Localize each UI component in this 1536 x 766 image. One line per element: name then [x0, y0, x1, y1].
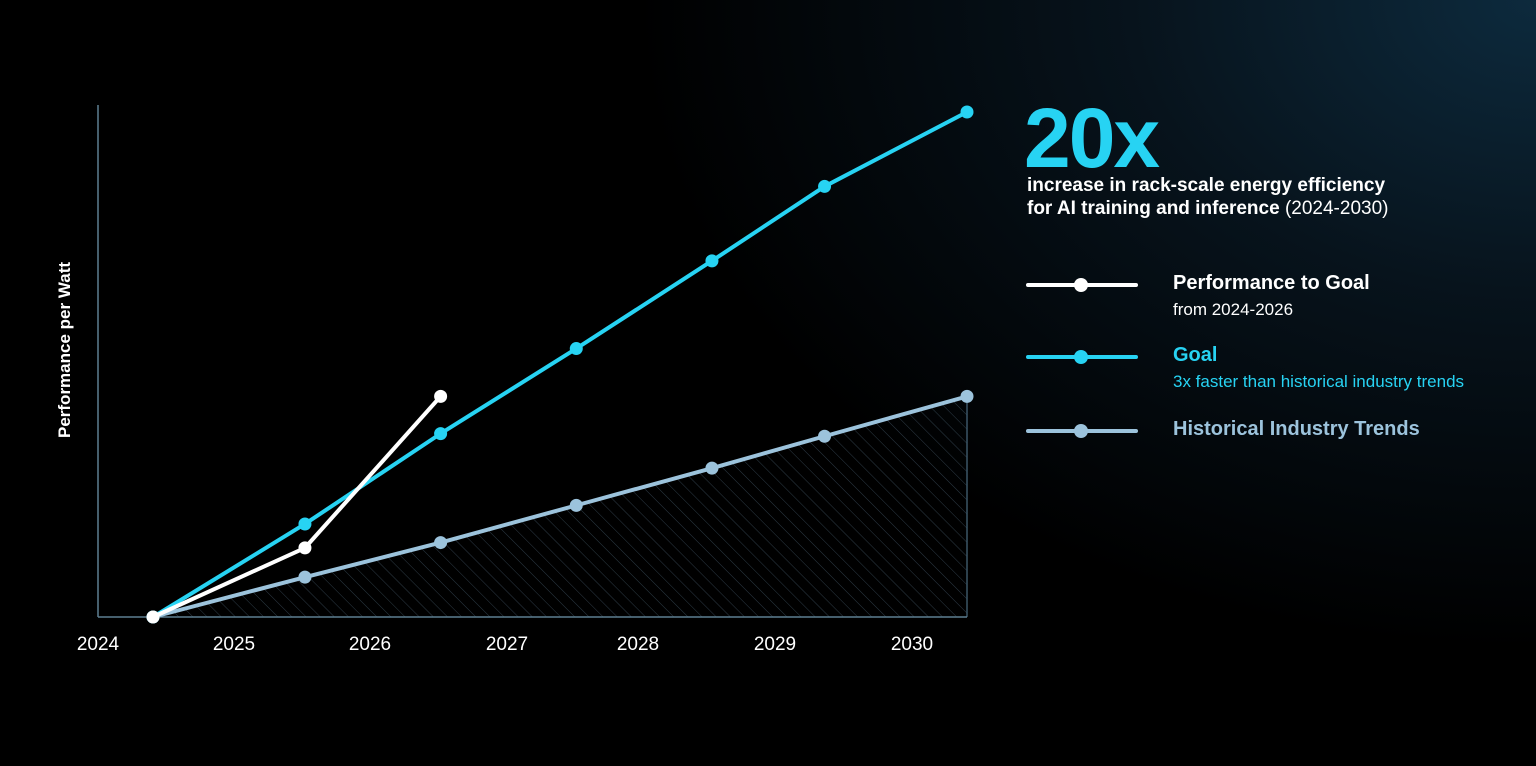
legend-name-historical-industry-trends: Historical Industry Trends	[1173, 418, 1420, 440]
legend-marker-goal	[1074, 350, 1088, 364]
legend-desc-performance-to-goal: from 2024-2026	[1173, 300, 1294, 319]
x-tick-label-2030: 2030	[891, 634, 933, 655]
data-point-performance-to-goal-2	[434, 389, 448, 403]
headline-line-1: increase in rack-scale energy efficiency	[1027, 175, 1386, 196]
data-point-goal-6	[960, 105, 974, 119]
legend-marker-historical-industry-trends	[1074, 424, 1088, 438]
legend-swatch-performance-to-goal	[1026, 278, 1138, 292]
data-point-historical-industry-trends-2	[434, 536, 448, 550]
headline-line-2-range: (2024-2030)	[1279, 198, 1389, 219]
legend-swatch-goal	[1026, 350, 1138, 364]
data-point-performance-to-goal-1	[298, 541, 312, 555]
data-point-goal-5	[818, 179, 832, 193]
x-tick-label-2029: 2029	[754, 634, 796, 655]
data-point-goal-1	[298, 517, 312, 531]
legend-name-goal: Goal	[1173, 344, 1218, 366]
legend-name-performance-to-goal: Performance to Goal	[1173, 272, 1370, 294]
legend-swatch-historical-industry-trends	[1026, 424, 1138, 438]
x-tick-label-2028: 2028	[617, 634, 659, 655]
data-point-performance-to-goal-0	[146, 610, 160, 624]
y-axis-label: Performance per Watt	[55, 261, 74, 439]
historical-trend-hatch	[153, 396, 967, 617]
legend-marker-performance-to-goal	[1074, 278, 1088, 292]
data-point-goal-3	[569, 342, 583, 356]
x-tick-label-2025: 2025	[213, 634, 255, 655]
x-tick-labels: 2024 2025 2026 2027 2028 2029 2030	[77, 634, 933, 655]
data-point-historical-industry-trends-1	[298, 570, 312, 584]
data-point-historical-industry-trends-3	[569, 498, 583, 512]
x-tick-label-2024: 2024	[77, 634, 120, 655]
data-point-goal-2	[434, 427, 448, 441]
data-point-goal-4	[705, 254, 719, 268]
headline-line-2: for AI training and inference (2024-2030…	[1027, 197, 1497, 220]
headline-line-2-bold: for AI training and inference	[1027, 198, 1280, 219]
chart-axes	[97, 105, 967, 618]
data-point-historical-industry-trends-6	[960, 389, 974, 403]
headline-description: increase in rack-scale energy efficiency…	[1027, 174, 1497, 220]
series-performance-to-goal	[146, 389, 448, 624]
legend-desc-goal: 3x faster than historical industry trend…	[1173, 372, 1465, 391]
chart-series	[146, 105, 974, 624]
data-point-historical-industry-trends-5	[818, 429, 832, 443]
x-tick-label-2027: 2027	[486, 634, 528, 655]
x-tick-label-2026: 2026	[349, 634, 391, 655]
data-point-historical-industry-trends-4	[705, 461, 719, 475]
historical-trend-area	[153, 396, 968, 617]
headline-value: 20x	[1024, 91, 1160, 185]
